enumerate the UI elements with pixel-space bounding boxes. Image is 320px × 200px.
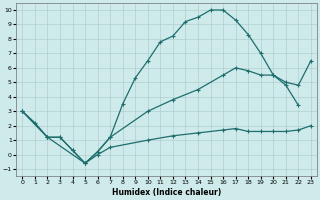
X-axis label: Humidex (Indice chaleur): Humidex (Indice chaleur) <box>112 188 221 197</box>
